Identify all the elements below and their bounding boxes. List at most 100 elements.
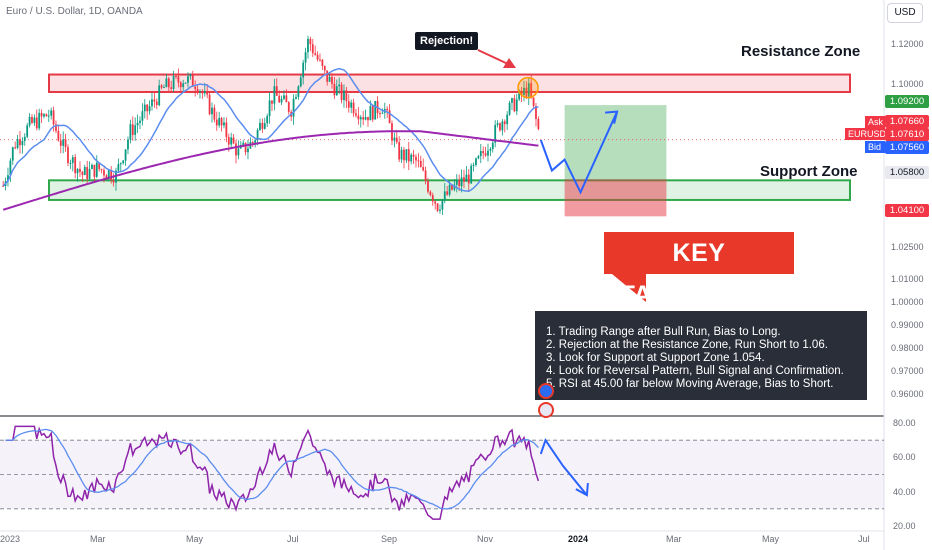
candle-body [527, 83, 530, 97]
candle-body [26, 125, 29, 137]
candle-body [479, 151, 482, 157]
candle-body [11, 147, 14, 161]
candle-body [513, 98, 516, 112]
candle-body [134, 125, 137, 135]
candle-body [285, 95, 288, 103]
candle-body [40, 112, 43, 117]
symbol-title: Euro / U.S. Dollar, 1D, OANDA [6, 6, 143, 17]
candle-body [467, 174, 470, 184]
candle-body [74, 157, 77, 174]
candle-body [2, 185, 5, 187]
candle-body [146, 104, 149, 112]
candle-body [16, 139, 19, 148]
rsi-line [5, 425, 540, 520]
candle-body [215, 119, 218, 126]
takeaway-item: 2. Rejection at the Resistance Zone, Run… [546, 339, 828, 351]
symbol-label: EURUSD [845, 128, 886, 140]
rsi-projection-path [539, 437, 588, 496]
rejection-arrowhead [503, 58, 516, 68]
candle-body [347, 101, 350, 108]
candle-body [501, 121, 504, 131]
candle-body [208, 94, 211, 115]
candle-body [179, 82, 182, 88]
candle-body [35, 117, 38, 129]
candle-body [14, 147, 17, 149]
candle-body [412, 154, 415, 157]
candle-body [400, 149, 403, 160]
candle-body [211, 107, 213, 115]
candle-body [343, 90, 345, 101]
candle-body [148, 106, 151, 112]
candle-body [266, 116, 269, 124]
euro-flag-icon[interactable] [538, 383, 554, 399]
candle-body [451, 184, 453, 190]
candle-body [151, 99, 153, 107]
candle-body [91, 164, 93, 169]
candle-body [340, 84, 343, 101]
candle-body [508, 102, 511, 115]
candle-body [38, 112, 41, 129]
time-tick: Sep [381, 534, 398, 544]
last-price-tag: 1.07610 [885, 128, 929, 141]
price-tick: 1.01000 [891, 274, 924, 284]
moving-average-fast-line [2, 67, 539, 192]
moving-average-slow-line [2, 130, 539, 211]
candle-body [271, 100, 273, 104]
candle-body [33, 117, 36, 123]
candle-body [194, 86, 197, 90]
candle-body [23, 136, 26, 141]
rsi-tick: 20.00 [893, 521, 916, 531]
price-tick: 0.99000 [891, 320, 924, 330]
candle-body [287, 102, 290, 112]
candle-body [103, 170, 105, 176]
candle-body [431, 195, 434, 202]
candle-body [107, 170, 110, 178]
candle-body [314, 53, 317, 55]
candle-body [472, 164, 475, 166]
candle-body [105, 175, 108, 178]
rejection-label: Rejection! [415, 32, 479, 50]
candle-body [323, 65, 326, 71]
candle-body [520, 90, 523, 96]
candle-body [62, 139, 65, 146]
us-flag-icon[interactable] [538, 402, 554, 418]
candle-body [131, 124, 134, 135]
ask-label: Ask [865, 116, 885, 128]
candle-body [251, 142, 254, 144]
candle-body [458, 180, 461, 187]
candle-body [427, 181, 429, 192]
candle-body [165, 78, 168, 88]
candle-body [263, 123, 266, 129]
candle-body [100, 169, 103, 171]
candle-body [463, 177, 465, 182]
candle-body [316, 54, 319, 60]
candle-body [319, 59, 321, 61]
candle-body [503, 121, 506, 125]
candle-body [59, 140, 62, 146]
candle-body [532, 97, 535, 106]
candle-body [191, 74, 194, 87]
candle-body [139, 120, 141, 123]
candle-body [496, 123, 499, 125]
price-tick: 0.98000 [891, 343, 924, 353]
candle-body [350, 102, 353, 108]
bid-price-tag: 1.07560 [885, 141, 929, 154]
candle-body [405, 149, 408, 161]
candle-body [374, 101, 377, 120]
candle-body [491, 142, 494, 149]
candle-body [28, 117, 31, 126]
candle-body [273, 86, 276, 104]
rsi-tick: 80.00 [893, 418, 916, 428]
takeaway-item: 5. RSI at 45.00 far below Moving Average… [546, 378, 834, 390]
candle-body [76, 168, 79, 174]
candle-body [201, 91, 204, 94]
candle-body [230, 137, 233, 145]
currency-button[interactable]: USD [887, 3, 923, 23]
candle-body [69, 162, 72, 164]
takeaway-item: 3. Look for Support at Support Zone 1.05… [546, 352, 765, 364]
candle-body [415, 156, 417, 161]
candle-body [163, 87, 165, 89]
takeaways-title: KEY TAKEAWAYS [604, 232, 794, 309]
candle-body [357, 115, 360, 120]
